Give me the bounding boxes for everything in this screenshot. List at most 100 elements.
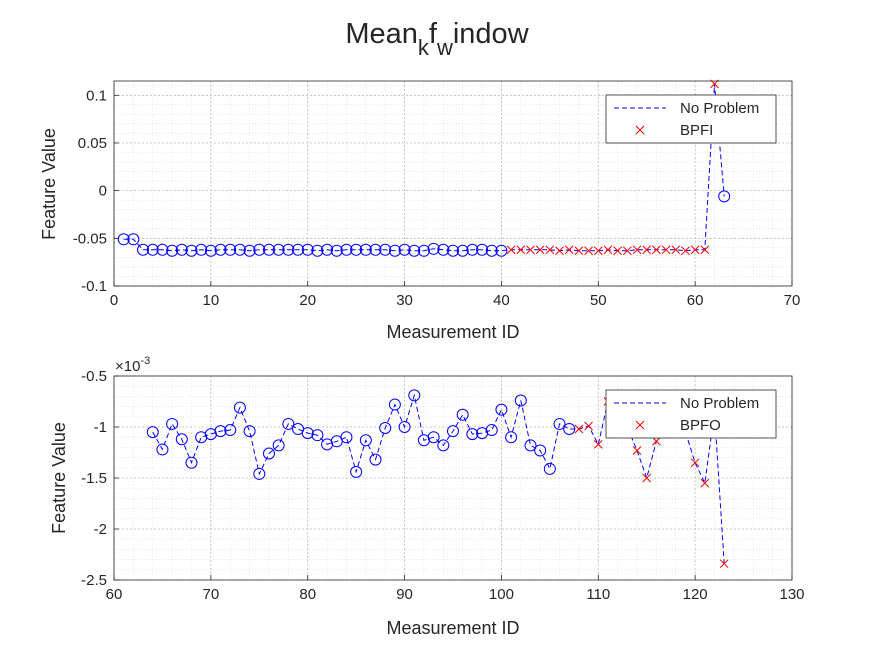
legend-label: No Problem <box>680 395 759 412</box>
x-tick-label: 10 <box>203 292 220 309</box>
data-point <box>282 417 295 430</box>
data-point <box>311 244 324 257</box>
data-point <box>555 246 564 256</box>
data-point <box>514 394 527 407</box>
data-point <box>456 408 469 421</box>
data-point <box>719 559 729 569</box>
y-tick-label: 0 <box>99 183 107 200</box>
x-tick-label: 60 <box>106 586 123 603</box>
data-point <box>359 434 372 447</box>
data-point <box>292 243 305 256</box>
data-point <box>233 243 246 256</box>
x-tick-label: 70 <box>203 586 220 603</box>
series-no-problem <box>146 389 725 564</box>
data-point <box>652 245 661 255</box>
data-point <box>642 245 652 255</box>
data-point <box>564 245 574 255</box>
data-point <box>593 439 603 449</box>
y-tick-label: -0.5 <box>81 368 107 385</box>
data-point <box>603 245 613 255</box>
y-tick-label: -2 <box>94 521 107 538</box>
x-tick-label: 30 <box>396 292 413 309</box>
title-main: Mean <box>345 18 418 50</box>
legend-swatch-marker <box>635 420 645 430</box>
data-point <box>495 403 508 416</box>
data-point <box>516 245 526 255</box>
data-point <box>526 245 535 255</box>
data-point <box>301 243 314 256</box>
data-point <box>369 453 382 466</box>
data-point <box>369 243 382 256</box>
data-point <box>253 243 266 256</box>
data-point <box>398 421 411 433</box>
x-tick-label: 120 <box>683 586 708 603</box>
data-point <box>622 246 632 256</box>
chart-bottom: 60 70 80 90 100 110 120 130 -2.5 -2 -1.5 -1 -0.5 No P… <box>81 368 804 603</box>
data-point <box>466 243 479 256</box>
data-point <box>524 439 537 452</box>
title-end: indow <box>453 18 530 50</box>
data-point <box>166 417 179 430</box>
data-point <box>718 190 731 203</box>
x-tick-label: 40 <box>493 292 510 309</box>
data-point <box>681 246 690 256</box>
data-point <box>350 465 363 478</box>
data-point <box>195 243 208 256</box>
x-tick-label: 0 <box>110 292 118 309</box>
top-y-axis-label: Feature Value <box>39 128 59 240</box>
data-point <box>417 244 430 257</box>
data-point <box>243 244 256 257</box>
title-sub-1: k <box>418 35 430 60</box>
legend-box <box>605 389 777 439</box>
y-tick-label: 0.1 <box>86 87 107 104</box>
data-point <box>506 245 516 255</box>
data-point <box>127 233 140 246</box>
exponent-power: -3 <box>140 355 150 367</box>
data-point <box>584 246 593 256</box>
data-point <box>301 427 314 440</box>
data-point <box>233 401 246 414</box>
data-point <box>437 243 450 256</box>
axes-frame <box>113 375 793 581</box>
data-point <box>485 424 498 437</box>
top-x-axis-label: Measurement ID <box>386 322 519 342</box>
data-point <box>204 244 217 257</box>
x-tick-label: 90 <box>396 586 413 603</box>
data-point <box>690 458 700 468</box>
x-tick-label: 60 <box>687 292 704 309</box>
exponent-base: ×10 <box>115 358 140 375</box>
data-point <box>175 243 188 256</box>
x-tick-label: 80 <box>299 586 316 603</box>
legend-box <box>605 94 777 144</box>
legend-label: BPFI <box>680 122 713 139</box>
legend: No Problem BPFI <box>605 94 777 144</box>
data-point <box>427 242 440 255</box>
y-tick-label: -2.5 <box>81 572 107 589</box>
data-point <box>321 243 334 256</box>
x-tick-label: 50 <box>590 292 607 309</box>
data-point <box>632 245 642 255</box>
data-point <box>156 443 169 456</box>
data-point <box>543 462 556 475</box>
data-point <box>408 389 421 402</box>
y-tick-label: -1.5 <box>81 470 107 487</box>
data-point <box>495 244 508 257</box>
data-point <box>340 431 353 444</box>
y-tick-label: -0.05 <box>73 230 107 247</box>
data-point <box>224 424 237 437</box>
y-tick-label: -1 <box>94 419 107 436</box>
data-point <box>262 447 275 460</box>
legend-label: BPFO <box>680 417 721 434</box>
title-sub-2: w <box>436 35 453 60</box>
data-point <box>224 243 237 256</box>
data-point <box>185 456 198 469</box>
data-point <box>185 244 198 257</box>
data-point <box>253 467 266 480</box>
data-point <box>379 422 392 435</box>
data-point <box>117 233 130 246</box>
data-point <box>447 425 459 438</box>
data-point <box>282 243 295 256</box>
legend-swatch-marker <box>635 125 645 135</box>
data-point <box>214 243 227 256</box>
